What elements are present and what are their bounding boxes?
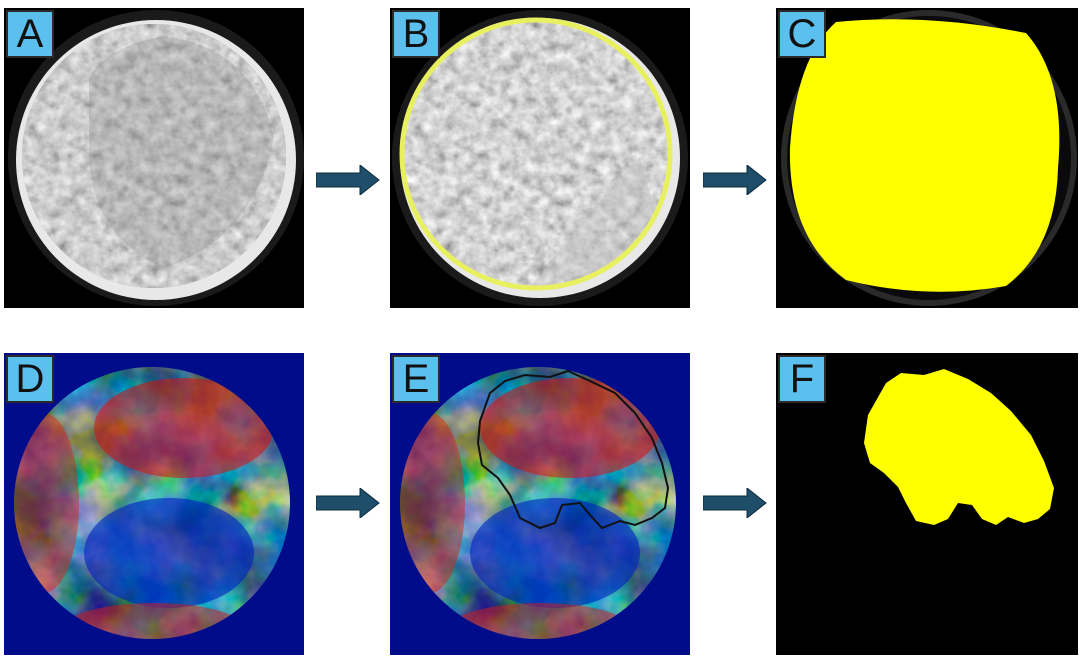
- panel-label-b: B: [392, 10, 440, 58]
- panel-d: D: [4, 353, 304, 655]
- binary-mask-full: [776, 8, 1078, 308]
- region-outline: [476, 369, 670, 530]
- right-arrow-icon: [316, 165, 380, 195]
- panel-f: F: [776, 353, 1078, 655]
- heatmap-outlined: [390, 353, 690, 655]
- binary-mask-region: [776, 353, 1078, 655]
- right-arrow-icon: [703, 488, 767, 518]
- panel-label-d: D: [6, 355, 54, 403]
- panel-c: C: [776, 8, 1078, 308]
- panel-e: E: [390, 353, 690, 655]
- outline-ring: [399, 17, 673, 291]
- sem-image-raw: [4, 8, 304, 308]
- right-arrow-icon: [316, 488, 380, 518]
- panel-a: A: [4, 8, 304, 308]
- sem-image-outlined: [390, 8, 690, 308]
- panel-label-e: E: [392, 355, 440, 403]
- panel-label-a: A: [6, 10, 54, 58]
- panel-label-c: C: [778, 10, 826, 58]
- heatmap: [4, 353, 304, 655]
- panel-b: B: [390, 8, 690, 308]
- right-arrow-icon: [703, 165, 767, 195]
- panel-label-f: F: [778, 355, 826, 403]
